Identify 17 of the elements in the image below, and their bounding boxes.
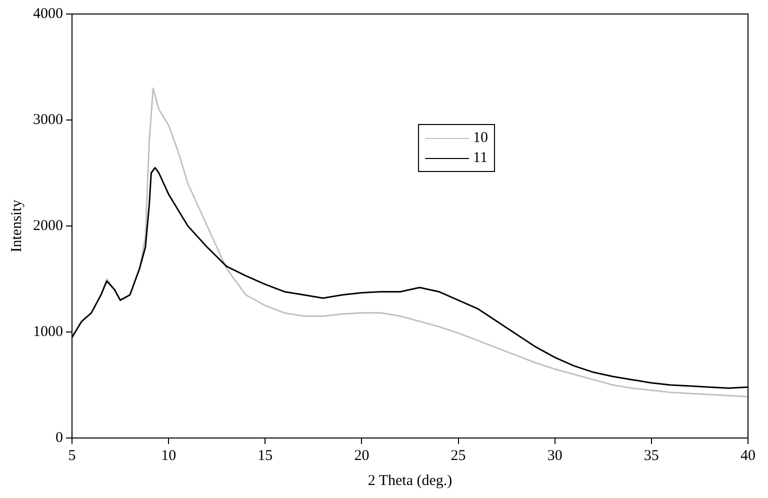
- x-axis-title: 2 Theta (deg.): [368, 472, 452, 489]
- x-tick-label: 30: [547, 448, 562, 464]
- x-tick-label: 5: [68, 448, 76, 464]
- y-tick-label: 3000: [33, 112, 63, 128]
- x-tick-label: 35: [644, 448, 659, 464]
- x-tick-label: 25: [450, 448, 466, 464]
- x-tick-label: 10: [161, 448, 176, 464]
- y-tick-label: 4000: [33, 6, 63, 22]
- y-axis-title: Intensity: [8, 199, 25, 252]
- y-tick-label: 1000: [33, 324, 63, 340]
- y-tick-label: 2000: [33, 218, 63, 234]
- x-tick-label: 20: [354, 448, 370, 464]
- x-tick-label: 40: [740, 448, 756, 464]
- y-tick-label: 0: [56, 430, 63, 446]
- x-tick-label: 15: [258, 448, 273, 464]
- legend-label: 11: [473, 149, 488, 168]
- legend-label: 10: [473, 129, 488, 148]
